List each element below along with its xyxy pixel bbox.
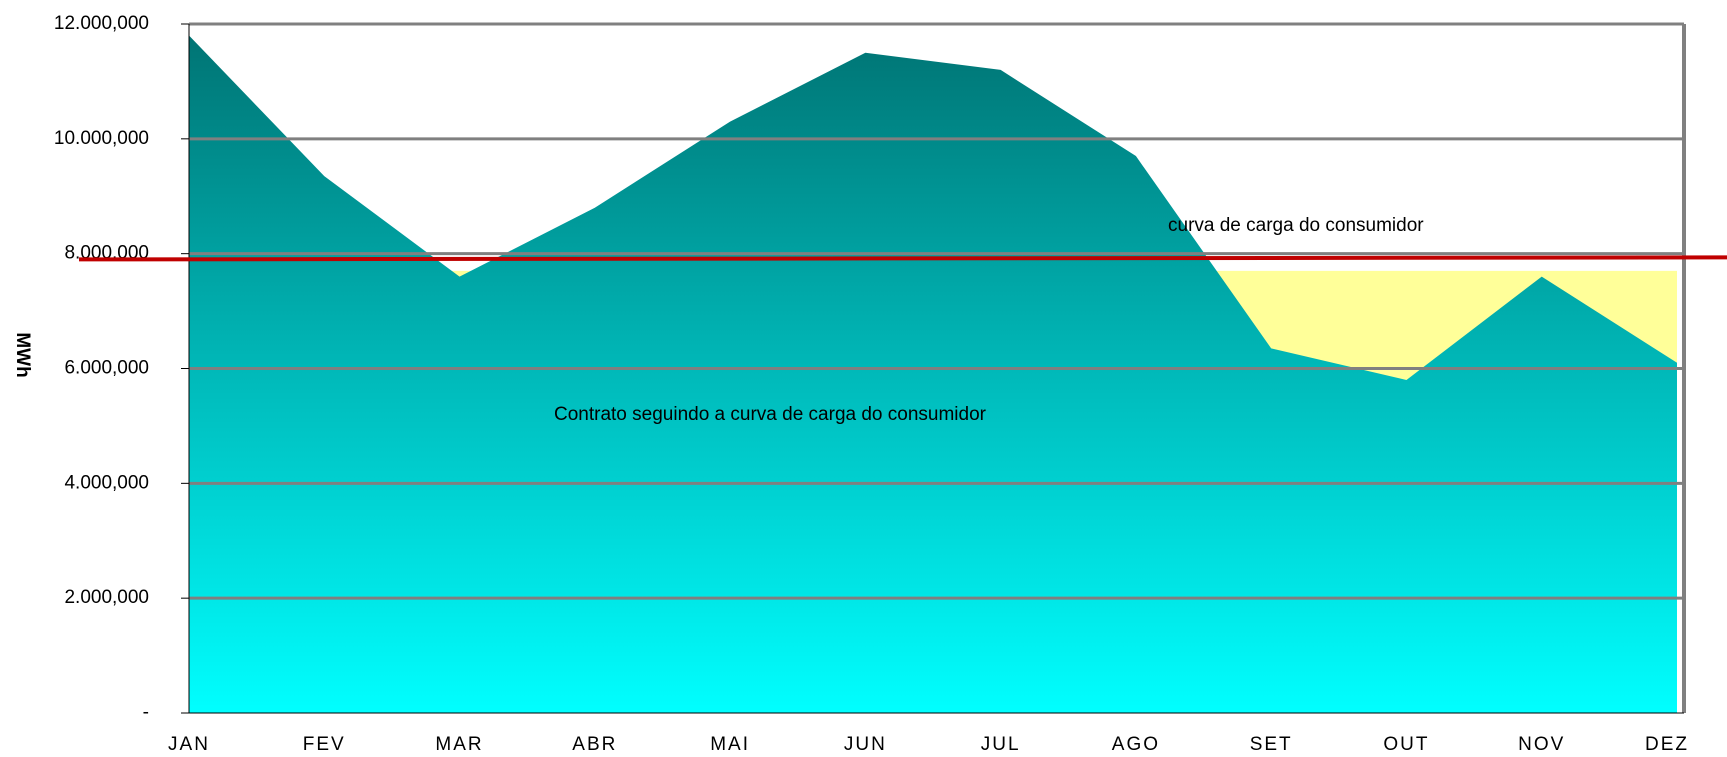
annotation: curva de carga do consumidor [1168, 215, 1424, 236]
area [189, 35, 1677, 713]
y-tick-label: - [143, 702, 149, 723]
y-tick-label: 6.000,000 [64, 358, 149, 379]
annotation: Contrato seguindo a curva de carga do co… [554, 404, 987, 425]
x-tick-label: MAI [710, 734, 750, 755]
y-axis-label: MWh [12, 332, 33, 377]
x-tick-label: MAR [435, 734, 483, 755]
x-tick-label: ABR [572, 734, 617, 755]
y-tick-label: 4.000,000 [64, 472, 149, 493]
x-tick-label: JAN [168, 734, 210, 755]
x-tick-label: OUT [1383, 734, 1429, 755]
reference-line [78, 255, 1727, 262]
x-tick-label: NOV [1518, 734, 1565, 755]
y-tick-label: 12.000,000 [54, 13, 149, 34]
x-tick-label: SET [1250, 734, 1293, 755]
x-tick-label: DEZ [1645, 734, 1689, 755]
x-tick-label: JUN [844, 734, 887, 755]
y-tick-label: 10.000,000 [54, 128, 149, 149]
x-tick-label: AGO [1112, 734, 1160, 755]
x-tick-label: JUL [981, 734, 1021, 755]
y-tick-label: 2.000,000 [64, 587, 149, 608]
x-tick-label: FEV [303, 734, 346, 755]
